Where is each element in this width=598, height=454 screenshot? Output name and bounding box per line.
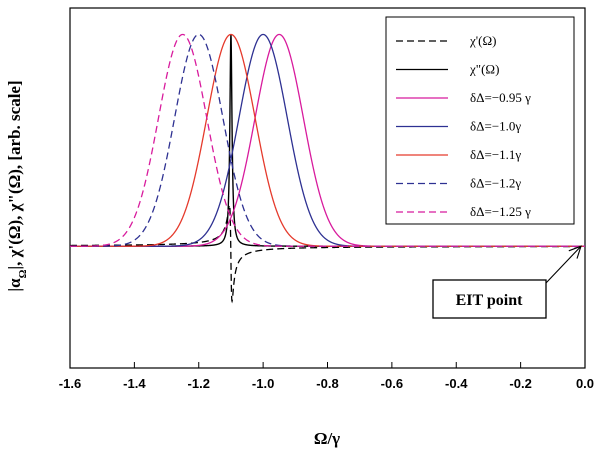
legend-label-1: χ"(Ω) — [469, 62, 499, 77]
x-tick-label: -1.6 — [59, 376, 81, 391]
series-layer — [70, 33, 585, 304]
legend: χ'(Ω) χ"(Ω) δΔ=−0.95 γ δΔ=−1.0γ δΔ=−1.1γ δΔ=−… — [385, 16, 575, 225]
eit-callout-label: EIT point — [456, 292, 524, 309]
eit-callout-box — [432, 279, 547, 319]
x-axis-title: Ω/γ — [314, 429, 340, 448]
legend-label-3: δΔ=−1.0γ — [470, 119, 521, 134]
eit-callout-arrow — [545, 245, 582, 284]
y-axis-title: |αΩ|, χ'(Ω), χ"(Ω), [arb. scale] — [5, 80, 29, 291]
y-axis-title-part-b: |, χ'(Ω), χ"(Ω), [arb. scale] — [5, 80, 24, 269]
y-axis-title-subscript: Ω — [17, 269, 29, 278]
x-tick-label: -1.4 — [123, 376, 146, 391]
legend-box — [385, 16, 575, 225]
legend-label-2: δΔ=−0.95 γ — [470, 90, 531, 105]
y-axis-title-part-a: |α — [5, 278, 24, 292]
ticks-layer: -1.6 -1.4 -1.2 -1.0 -0.8 -0.6 -0.4 -0.2 0.0 — [59, 362, 594, 391]
series-line-6 — [70, 33, 585, 247]
legend-items: χ'(Ω) χ"(Ω) δΔ=−0.95 γ δΔ=−1.0γ δΔ=−1.1γ δΔ=−… — [396, 33, 531, 219]
eit-callout: EIT point — [432, 245, 582, 319]
legend-label-0: χ'(Ω) — [469, 33, 496, 48]
x-tick-label: -0.6 — [381, 376, 403, 391]
x-tick-label: -0.4 — [445, 376, 468, 391]
x-tick-label: -1.0 — [252, 376, 274, 391]
legend-label-5: δΔ=−1.2γ — [470, 176, 521, 191]
x-tick-label: -0.2 — [509, 376, 531, 391]
x-tick-label: -0.8 — [316, 376, 338, 391]
x-tick-label: 0.0 — [576, 376, 594, 391]
legend-label-6: δΔ=−1.25 γ — [470, 204, 531, 219]
x-tick-label: -1.2 — [188, 376, 210, 391]
legend-label-4: δΔ=−1.1γ — [470, 147, 521, 162]
